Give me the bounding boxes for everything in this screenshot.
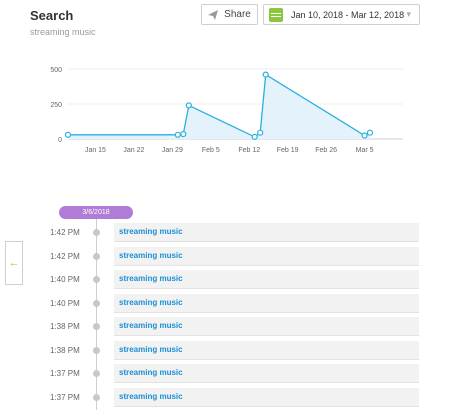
back-button[interactable]: ← <box>5 241 23 285</box>
x-tick-label: Feb 26 <box>315 147 337 154</box>
y-tick-label: 500 <box>50 67 62 74</box>
timeline-time: 1:38 PM <box>50 322 80 331</box>
search-entry-card[interactable]: streaming music <box>114 317 419 336</box>
page-subtitle: streaming music <box>30 27 96 37</box>
x-tick-label: Mar 5 <box>356 147 374 154</box>
y-tick-label: 0 <box>58 137 62 144</box>
data-point <box>185 102 192 109</box>
chevron-down-icon: ▾ <box>406 9 411 19</box>
timeline-row: 1:40 PM streaming music <box>0 270 450 290</box>
search-entry-card[interactable]: streaming music <box>114 293 419 313</box>
search-entry-card[interactable]: streaming music <box>114 340 419 360</box>
timeline-row: 1:37 PM streaming music <box>0 387 450 408</box>
timeline-dot <box>93 323 100 330</box>
search-query-link[interactable]: streaming music <box>119 250 183 260</box>
timeline-dot <box>93 393 100 401</box>
calendar-icon <box>269 7 283 22</box>
timeline-dot <box>93 229 100 236</box>
x-tick-label: Jan 29 <box>162 147 183 154</box>
timeline-time: 1:40 PM <box>50 298 80 308</box>
search-volume-chart: 0 250 500 Jan 15 Jan 22 Jan 29 Feb 5 Feb 12 Feb … <box>50 67 403 154</box>
search-query-link[interactable]: streaming music <box>119 274 183 283</box>
timeline-time: 1:37 PM <box>50 369 80 378</box>
timeline-time: 1:40 PM <box>50 275 80 284</box>
x-tick-label: Feb 12 <box>238 147 260 154</box>
data-point <box>174 131 181 138</box>
x-tick-label: Jan 15 <box>85 147 106 154</box>
search-query-link[interactable]: streaming music <box>119 391 183 401</box>
timeline-dot <box>93 370 100 377</box>
search-entry-card[interactable]: streaming music <box>114 270 419 289</box>
series-area <box>68 74 370 139</box>
x-tick-label: Feb 5 <box>202 147 220 154</box>
search-entry-card[interactable]: streaming music <box>114 223 419 242</box>
search-entry-card[interactable]: streaming music <box>114 364 419 383</box>
search-query-link[interactable]: streaming music <box>119 297 183 307</box>
timeline-time: 1:42 PM <box>50 251 80 261</box>
search-query-link[interactable]: streaming music <box>119 344 183 354</box>
data-point <box>64 131 72 138</box>
timeline-row: 1:38 PM streaming music <box>0 317 450 337</box>
page-title: Search <box>30 8 74 23</box>
timeline-row: 1:42 PM streaming music <box>0 246 450 267</box>
timeline-dot <box>93 276 100 283</box>
timeline-dot <box>93 252 100 260</box>
date-range-label: Jan 10, 2018 - Mar 12, 2018 <box>291 9 405 20</box>
search-entry-card[interactable]: streaming music <box>114 387 419 407</box>
search-query-link[interactable]: streaming music <box>119 321 183 330</box>
data-point <box>180 130 187 138</box>
y-tick-label: 250 <box>50 102 62 109</box>
timeline-line <box>96 210 97 410</box>
search-entry-card[interactable]: streaming music <box>114 246 419 266</box>
search-query-link[interactable]: streaming music <box>119 368 183 377</box>
x-tick-label: Jan 22 <box>123 147 144 154</box>
timeline-dot <box>93 346 100 354</box>
timeline-row: 1:40 PM streaming music <box>0 293 450 314</box>
data-point <box>251 133 258 141</box>
date-range-picker[interactable]: Jan 10, 2018 - Mar 12, 2018 ▾ <box>263 4 420 25</box>
share-label: Share <box>224 9 251 20</box>
timeline-row: 1:38 PM streaming music <box>0 340 450 361</box>
data-point <box>262 71 269 78</box>
timeline-time: 1:42 PM <box>50 228 80 237</box>
data-point <box>257 129 264 136</box>
timeline-dot <box>93 299 100 307</box>
search-query-link[interactable]: streaming music <box>119 227 183 236</box>
send-icon <box>208 9 219 20</box>
timeline-date-badge: 3/6/2018 <box>59 206 133 219</box>
timeline-time: 1:38 PM <box>50 345 80 355</box>
timeline-row: 1:42 PM streaming music <box>0 223 450 243</box>
timeline-time: 1:37 PM <box>50 392 80 402</box>
timeline-row: 1:37 PM streaming music <box>0 364 450 384</box>
arrow-left-icon: ← <box>8 257 20 269</box>
x-tick-label: Feb 19 <box>277 147 299 154</box>
share-button[interactable]: Share <box>201 4 258 25</box>
data-point <box>361 132 368 139</box>
data-point <box>366 129 374 136</box>
